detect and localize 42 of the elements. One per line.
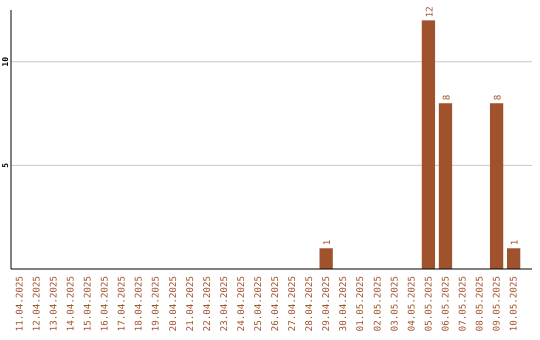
bar (320, 248, 333, 269)
x-tick-label: 12.04.2025 (31, 276, 42, 332)
data-label: 8 (441, 94, 452, 100)
x-tick-label: 20.04.2025 (168, 276, 179, 332)
x-tick-label: 09.05.2025 (492, 276, 503, 332)
data-label: 12 (424, 6, 436, 18)
x-tick-label: 29.04.2025 (321, 276, 332, 332)
x-tick-label: 10.05.2025 (508, 276, 520, 332)
data-label: 1 (322, 240, 334, 246)
x-tick-label: 19.04.2025 (150, 276, 162, 332)
data-label: 8 (492, 94, 504, 100)
x-tick-label: 03.05.2025 (389, 276, 400, 332)
y-tick-label: 5 (1, 162, 10, 168)
x-tick-label: 27.04.2025 (287, 276, 298, 332)
x-tick-label: 30.04.2025 (338, 276, 350, 332)
x-tick-label: 04.05.2025 (406, 276, 418, 332)
x-tick-label: 13.04.2025 (48, 276, 60, 332)
y-tick-label: 10 (1, 56, 10, 67)
bar (490, 103, 504, 269)
x-tick-label: 23.04.2025 (218, 276, 230, 332)
bar (422, 20, 436, 269)
bar (507, 248, 520, 269)
x-tick-label: 11.04.2025 (14, 276, 26, 332)
x-tick-label: 18.04.2025 (134, 276, 145, 332)
bar (438, 103, 452, 269)
x-tick-label: 26.04.2025 (270, 276, 282, 332)
x-tick-label: 02.05.2025 (372, 276, 384, 332)
data-label: 1 (510, 240, 521, 246)
x-tick-label: 17.04.2025 (116, 276, 128, 332)
x-tick-label: 08.05.2025 (474, 276, 486, 332)
x-tick-label: 14.04.2025 (65, 276, 76, 332)
x-tick-label: 06.05.2025 (440, 276, 452, 332)
x-tick-label: 01.05.2025 (355, 276, 366, 332)
x-tick-label: 05.05.2025 (423, 276, 434, 332)
x-tick-label: 16.04.2025 (100, 276, 111, 332)
x-tick-label: 24.04.2025 (236, 276, 247, 332)
x-tick-label: 28.04.2025 (304, 276, 316, 332)
x-tick-label: 22.04.2025 (202, 276, 213, 332)
x-tick-label: 15.04.2025 (82, 276, 94, 332)
x-tick-label: 21.04.2025 (184, 276, 196, 332)
x-tick-label: 07.05.2025 (458, 276, 469, 332)
x-tick-label: 25.04.2025 (252, 276, 264, 332)
